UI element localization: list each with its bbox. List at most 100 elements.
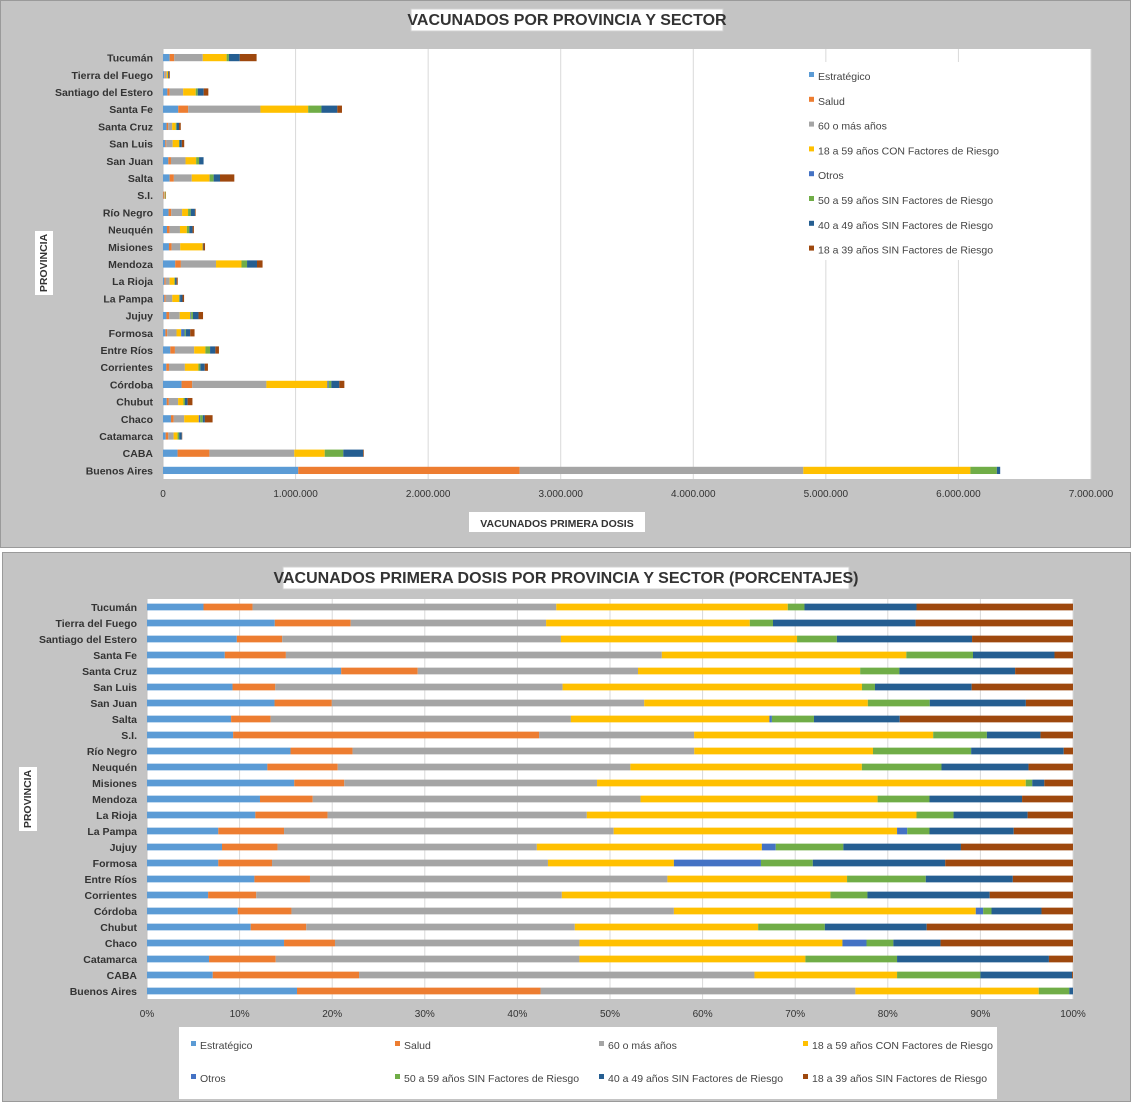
y-tick-label-buenos-aires: Buenos Aires [86, 465, 153, 477]
bar-formosa-otros [674, 860, 761, 867]
x-tick-label: 90% [970, 1009, 990, 1020]
bar-neuquen-18-a-59-anos-con-factores-de-riesgo [630, 764, 862, 771]
x-tick-label: 60% [693, 1009, 713, 1020]
x-tick-label: 40% [507, 1009, 527, 1020]
bar-buenos-aires-estrategico [147, 988, 297, 995]
bar-tucuman-60-o-mas-anos [174, 54, 203, 61]
bar-tucuman-salud [170, 54, 175, 61]
bar-s-i-18-a-59-anos-con-factores-de-riesgo [165, 192, 166, 199]
bar-buenos-aires-40-a-49-anos-sin-factores-de-riesgo [997, 467, 1000, 474]
bar-caba-40-a-49-anos-sin-factores-de-riesgo [980, 972, 1072, 979]
bar-rio-negro-salud [169, 209, 172, 216]
y-tick-label-s-i: S.I. [137, 190, 153, 202]
bar-jujuy-18-a-59-anos-con-factores-de-riesgo [537, 844, 762, 851]
bar-santa-cruz-18-a-39-anos-sin-factores-de-riesgo [179, 123, 181, 130]
legend-swatch-salud [395, 1041, 400, 1046]
bar-entre-rios-40-a-49-anos-sin-factores-de-riesgo [926, 876, 1013, 883]
bar-la-pampa-40-a-49-anos-sin-factores-de-riesgo [929, 828, 1013, 835]
bar-la-rioja-18-a-39-anos-sin-factores-de-riesgo [177, 278, 178, 285]
bar-caba-estrategico [147, 972, 213, 979]
bar-rio-negro-60-o-mas-anos [353, 748, 695, 755]
legend-swatch-50-a-59-anos-sin-factores-de-riesgo [395, 1074, 400, 1079]
bar-chaco-18-a-39-anos-sin-factores-de-riesgo [205, 415, 213, 422]
bar-san-juan-60-o-mas-anos [171, 157, 186, 164]
bar-chaco-50-a-59-anos-sin-factores-de-riesgo [867, 940, 894, 947]
bar-san-luis-salud [233, 684, 276, 691]
bar-tucuman-50-a-59-anos-sin-factores-de-riesgo [788, 604, 805, 611]
bar-misiones-60-o-mas-anos [344, 780, 597, 787]
y-tick-label-la-rioja: La Rioja [112, 276, 153, 288]
bar-san-juan-18-a-39-anos-sin-factores-de-riesgo [1026, 700, 1073, 707]
legend-swatch-60-o-mas-anos [599, 1041, 604, 1046]
x-tick-label: 80% [878, 1009, 898, 1020]
bar-misiones-18-a-59-anos-con-factores-de-riesgo [180, 243, 203, 250]
bar-corrientes-60-o-mas-anos [169, 364, 185, 371]
bar-caba-40-a-49-anos-sin-factores-de-riesgo [343, 450, 363, 457]
bar-la-pampa-estrategico [163, 295, 164, 302]
bar-entre-rios-salud [254, 876, 310, 883]
bar-la-rioja-estrategico [163, 278, 164, 285]
bar-san-luis-40-a-49-anos-sin-factores-de-riesgo [180, 140, 182, 147]
bar-tucuman-18-a-39-anos-sin-factores-de-riesgo [917, 604, 1073, 611]
bar-entre-rios-salud [170, 346, 175, 353]
legend-label-18-a-39-anos-sin-factores-de-riesgo: 18 a 39 años SIN Factores de Riesgo [818, 245, 993, 257]
bar-santiago-del-estero-18-a-39-anos-sin-factores-de-riesgo [204, 88, 209, 95]
bar-entre-rios-18-a-59-anos-con-factores-de-riesgo [194, 346, 205, 353]
bar-catamarca-estrategico [147, 956, 209, 963]
bar-caba-estrategico [163, 450, 178, 457]
bar-santa-fe-50-a-59-anos-sin-factores-de-riesgo [308, 106, 321, 113]
bar-misiones-estrategico [163, 243, 169, 250]
bar-entre-rios-18-a-39-anos-sin-factores-de-riesgo [215, 346, 219, 353]
bar-la-pampa-40-a-49-anos-sin-factores-de-riesgo [180, 295, 182, 302]
bar-santiago-del-estero-60-o-mas-anos [170, 88, 184, 95]
bar-jujuy-18-a-59-anos-con-factores-de-riesgo [180, 312, 191, 319]
legend-label-18-a-59-anos-con-factores-de-riesgo: 18 a 59 años CON Factores de Riesgo [818, 145, 999, 157]
legend-swatch-otros [191, 1074, 196, 1079]
bar-cordoba-18-a-59-anos-con-factores-de-riesgo [674, 908, 976, 915]
bar-tierra-del-fuego-40-a-49-anos-sin-factores-de-riesgo [773, 620, 916, 627]
bar-tierra-del-fuego-60-o-mas-anos [165, 71, 167, 78]
bar-chaco-otros [199, 415, 200, 422]
y-tick-label-jujuy: Jujuy [126, 311, 154, 323]
bar-corrientes-18-a-39-anos-sin-factores-de-riesgo [990, 892, 1073, 899]
bar-formosa-estrategico [163, 329, 165, 336]
bar-formosa-50-a-59-anos-sin-factores-de-riesgo [184, 329, 185, 336]
y-tick-label-neuquen: Neuquén [108, 225, 153, 237]
bar-cordoba-18-a-39-anos-sin-factores-de-riesgo [339, 381, 344, 388]
bar-salta-50-a-59-anos-sin-factores-de-riesgo [210, 174, 214, 181]
y-tick-label-tierra-del-fuego: Tierra del Fuego [72, 70, 154, 82]
bar-mendoza-60-o-mas-anos [181, 260, 216, 267]
bar-santa-fe-18-a-39-anos-sin-factores-de-riesgo [1054, 652, 1073, 659]
bar-formosa-60-o-mas-anos [167, 329, 176, 336]
bar-corrientes-60-o-mas-anos [256, 892, 562, 899]
bar-jujuy-60-o-mas-anos [278, 844, 537, 851]
bar-la-rioja-60-o-mas-anos [166, 278, 170, 285]
bar-chubut-40-a-49-anos-sin-factores-de-riesgo [185, 398, 188, 405]
legend-label-50-a-59-anos-sin-factores-de-riesgo: 50 a 59 años SIN Factores de Riesgo [818, 195, 993, 207]
bar-chaco-18-a-59-anos-con-factores-de-riesgo [579, 940, 842, 947]
y-tick-label-corrientes: Corrientes [100, 362, 153, 374]
y-tick-label-mendoza: Mendoza [92, 794, 137, 806]
bar-rio-negro-18-a-39-anos-sin-factores-de-riesgo [1064, 748, 1073, 755]
bar-santa-cruz-40-a-49-anos-sin-factores-de-riesgo [177, 123, 179, 130]
bar-chaco-18-a-59-anos-con-factores-de-riesgo [184, 415, 199, 422]
bar-santa-cruz-salud [167, 123, 169, 130]
bar-santiago-del-estero-18-a-39-anos-sin-factores-de-riesgo [972, 636, 1073, 643]
bar-salta-60-o-mas-anos [174, 174, 192, 181]
bar-rio-negro-60-o-mas-anos [171, 209, 182, 216]
bar-chubut-40-a-49-anos-sin-factores-de-riesgo [825, 924, 927, 931]
y-tick-label-entre-rios: Entre Ríos [84, 874, 137, 886]
bar-neuquen-salud [167, 226, 170, 233]
x-tick-label: 2.000.000 [406, 489, 451, 500]
bar-neuquen-estrategico [147, 764, 267, 771]
bar-chubut-18-a-59-anos-con-factores-de-riesgo [575, 924, 758, 931]
bar-entre-rios-60-o-mas-anos [310, 876, 667, 883]
bar-santa-cruz-18-a-59-anos-con-factores-de-riesgo [638, 668, 860, 675]
chart-title-text: VACUNADOS PRIMERA DOSIS POR PROVINCIA Y … [274, 570, 859, 587]
bar-jujuy-60-o-mas-anos [169, 312, 180, 319]
bar-catamarca-60-o-mas-anos [168, 432, 173, 439]
y-tick-label-la-rioja: La Rioja [96, 810, 137, 822]
y-tick-label-cordoba: Córdoba [94, 906, 137, 918]
bar-jujuy-50-a-59-anos-sin-factores-de-riesgo [776, 844, 844, 851]
